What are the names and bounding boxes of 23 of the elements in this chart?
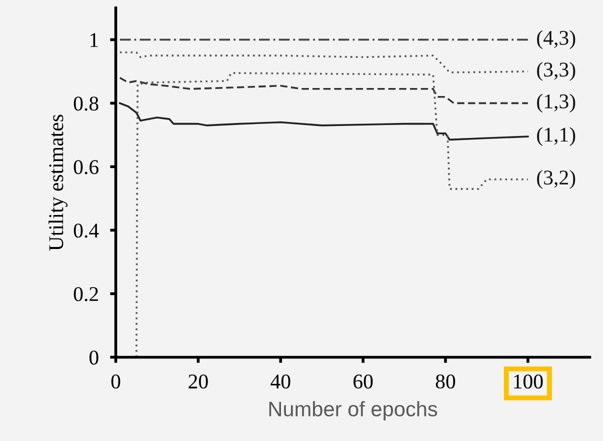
y-tick-label: 0.8 [74,96,98,111]
line-series [118,76,529,104]
x-tick-label: 0 [111,374,120,389]
y-tick-label: 0.2 [74,287,98,302]
line-series [135,72,529,358]
series-label: (1,3) [537,94,576,113]
y-tick-label: 0 [89,350,98,365]
x-axis-title: Number of epochs [269,401,438,421]
series-label: (3,2) [537,170,576,189]
series-label: (4,3) [537,30,576,50]
line-series [118,51,529,74]
x-tick-label: 60 [354,374,373,389]
y-tick-label: 0.6 [74,160,98,174]
series-label: (1,1) [537,127,576,146]
line-series [118,102,529,141]
x-tick-label: 100 [514,374,543,389]
x-tick-label: 80 [436,374,456,389]
y-tick-label: 0.4 [74,224,99,238]
y-axis-title: Utility estimates [48,114,68,251]
series-label: (3,3) [537,62,576,81]
x-tick-label: 20 [188,374,208,389]
y-tick-label: 1 [90,33,98,47]
x-tick-label: 40 [270,374,290,389]
